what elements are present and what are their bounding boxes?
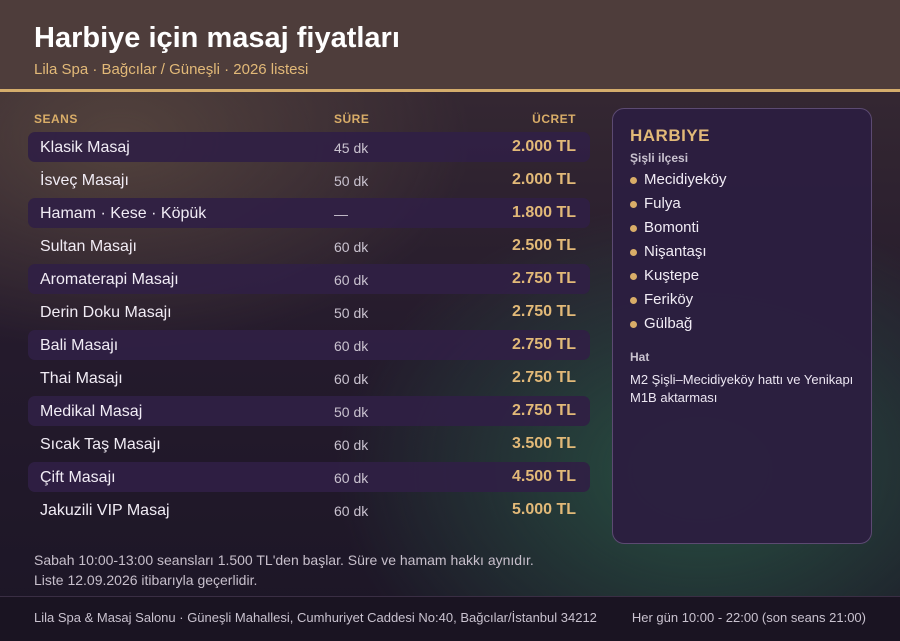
list-item: Kuştepe <box>630 267 727 291</box>
service-duration: 50 dk <box>334 173 369 189</box>
bullet-icon <box>630 201 637 208</box>
service-price: 5.000 TL <box>511 501 576 518</box>
price-table: Klasik Masaj 45 dk 2.000 TL İsveç Masajı… <box>28 132 590 528</box>
table-row: Jakuzili VIP Masaj 60 dk 5.000 TL <box>28 495 590 525</box>
service-price: 2.750 TL <box>511 369 576 386</box>
bullet-icon <box>630 273 637 280</box>
service-duration: 50 dk <box>334 404 369 420</box>
service-price: 2.750 TL <box>511 303 576 320</box>
service-duration: 60 dk <box>334 470 369 486</box>
list-item: Nişantaşı <box>630 243 727 267</box>
list-item: Feriköy <box>630 291 727 315</box>
service-duration: 60 dk <box>334 239 369 255</box>
bullet-icon <box>630 321 637 328</box>
service-name: Medikal Masaj <box>40 403 143 420</box>
bullet-icon <box>630 225 637 232</box>
neighborhood-name: Fulya <box>644 195 681 212</box>
table-row: Derin Doku Masajı 50 dk 2.750 TL <box>28 297 590 327</box>
location-title: HARBIYE <box>630 126 711 145</box>
service-name: Klasik Masaj <box>40 139 130 156</box>
bullet-icon <box>630 177 637 184</box>
bullet-icon <box>630 297 637 304</box>
neighborhood-name: Gülbağ <box>644 315 693 332</box>
service-price: 3.500 TL <box>511 435 576 452</box>
table-row: Sıcak Taş Masajı 60 dk 3.500 TL <box>28 429 590 459</box>
table-row: Çift Masajı 60 dk 4.500 TL <box>28 462 590 492</box>
list-item: Mecidiyeköy <box>630 171 727 195</box>
service-duration: — <box>334 206 348 222</box>
table-row: Bali Masajı 60 dk 2.750 TL <box>28 330 590 360</box>
service-price: 2.750 TL <box>511 336 576 353</box>
page-header: Harbiye için masaj fiyatları Lila Spa · … <box>0 0 900 92</box>
table-row: Hamam · Kese · Köpük — 1.800 TL <box>28 198 590 228</box>
column-header-price: ÜCRET <box>532 112 576 126</box>
table-row: Klasik Masaj 45 dk 2.000 TL <box>28 132 590 162</box>
page-footer: Lila Spa & Masaj Salonu · Güneşli Mahall… <box>0 596 900 641</box>
neighborhood-name: Bomonti <box>644 219 700 236</box>
service-price: 2.750 TL <box>511 402 576 419</box>
footer-hours: Her gün 10:00 - 22:00 (son seans 21:00) <box>631 610 866 625</box>
service-duration: 60 dk <box>334 272 369 288</box>
list-item: Gülbağ <box>630 315 727 339</box>
service-duration: 60 dk <box>334 338 369 354</box>
service-duration: 45 dk <box>334 140 369 156</box>
table-row: Medikal Masaj 50 dk 2.750 TL <box>28 396 590 426</box>
column-header-service: SEANS <box>34 112 78 126</box>
list-item: Fulya <box>630 195 727 219</box>
service-name: Aromaterapi Masajı <box>40 271 179 288</box>
service-price: 4.500 TL <box>511 468 576 485</box>
service-name: Sultan Masajı <box>40 238 137 255</box>
service-duration: 50 dk <box>334 305 369 321</box>
service-name: Sıcak Taş Masajı <box>40 436 161 453</box>
service-price: 2.000 TL <box>511 138 576 155</box>
service-name: İsveç Masajı <box>40 172 129 189</box>
neighborhood-name: Nişantaşı <box>644 243 707 260</box>
service-name: Derin Doku Masajı <box>40 304 172 321</box>
service-duration: 60 dk <box>334 503 369 519</box>
table-row: Thai Masajı 60 dk 2.750 TL <box>28 363 590 393</box>
pricing-note: Sabah 10:00-13:00 seansları 1.500 TL'den… <box>34 552 534 568</box>
neighborhood-list: Mecidiyeköy Fulya Bomonti Nişantaşı Kuşt… <box>630 171 727 339</box>
footer-address: Lila Spa & Masaj Salonu · Güneşli Mahall… <box>34 610 597 625</box>
bullet-icon <box>630 249 637 256</box>
district-label: Şişli ilçesi <box>630 151 689 165</box>
transit-info: M2 Şişli–Mecidiyeköy hattı ve Yenikapı M… <box>630 372 854 405</box>
page-title: Harbiye için masaj fiyatları <box>34 22 400 54</box>
service-name: Hamam · Kese · Köpük <box>40 205 207 222</box>
validity-note: Liste 12.09.2026 itibarıyla geçerlidir. <box>34 572 258 588</box>
table-row: Aromaterapi Masajı 60 dk 2.750 TL <box>28 264 590 294</box>
neighborhood-name: Kuştepe <box>644 267 700 284</box>
service-name: Jakuzili VIP Masaj <box>40 502 170 519</box>
service-price: 1.800 TL <box>511 204 576 221</box>
column-header-duration: SÜRE <box>334 112 370 126</box>
service-price: 2.000 TL <box>511 171 576 188</box>
service-price: 2.750 TL <box>511 270 576 287</box>
neighborhood-name: Mecidiyeköy <box>644 171 727 188</box>
neighborhood-name: Feriköy <box>644 291 694 308</box>
table-row: Sultan Masajı 60 dk 2.500 TL <box>28 231 590 261</box>
service-duration: 60 dk <box>334 371 369 387</box>
table-row: İsveç Masajı 50 dk 2.000 TL <box>28 165 590 195</box>
service-name: Çift Masajı <box>40 469 116 486</box>
service-duration: 60 dk <box>334 437 369 453</box>
location-panel: HARBIYE Şişli ilçesi Mecidiyeköy Fulya B… <box>612 108 872 544</box>
list-item: Bomonti <box>630 219 727 243</box>
service-name: Thai Masajı <box>40 370 123 387</box>
transit-label: Hat <box>630 350 650 364</box>
service-price: 2.500 TL <box>511 237 576 254</box>
page-subtitle: Lila Spa · Bağcılar / Güneşli · 2026 lis… <box>34 61 309 78</box>
service-name: Bali Masajı <box>40 337 119 354</box>
